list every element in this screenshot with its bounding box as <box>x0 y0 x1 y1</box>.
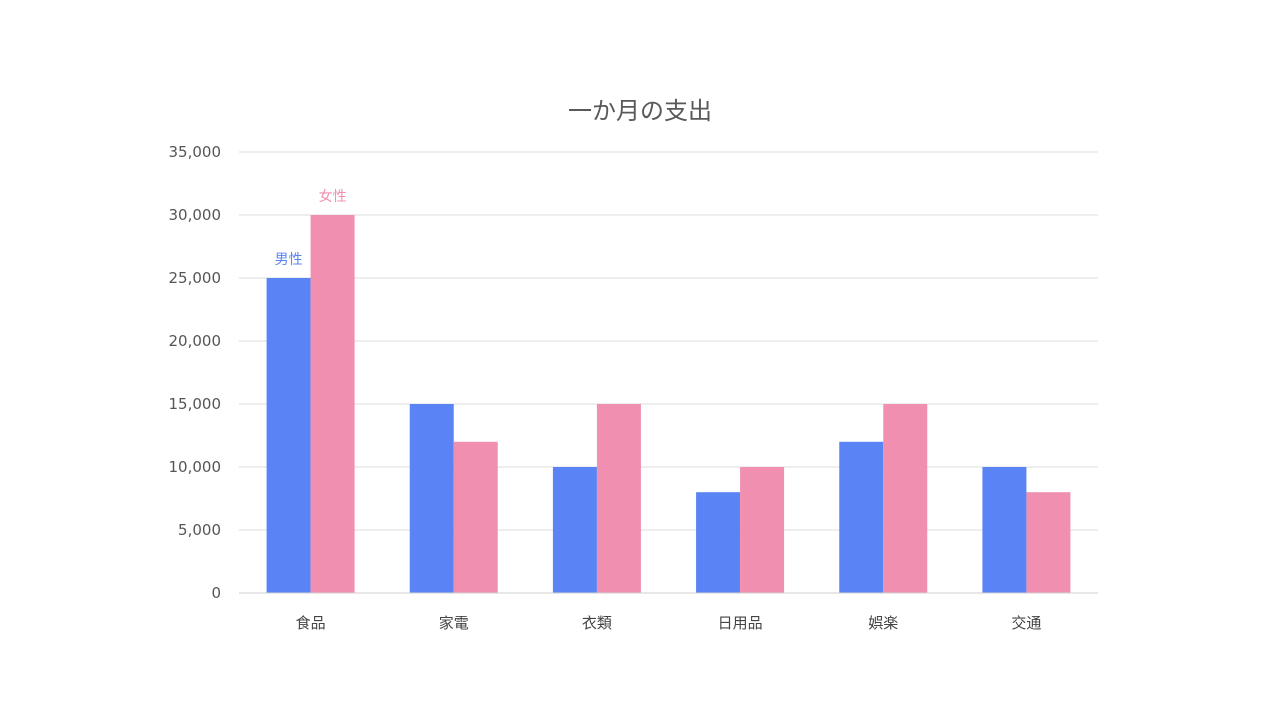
bar-male <box>982 467 1027 593</box>
bar-female <box>1026 492 1071 593</box>
bar-female <box>596 404 641 593</box>
y-tick-label: 35,000 <box>169 143 222 161</box>
x-tick-label: 食品 <box>296 614 326 632</box>
bar-female <box>883 404 928 593</box>
y-tick-label: 5,000 <box>178 521 221 539</box>
y-tick-label: 20,000 <box>169 332 222 350</box>
x-tick-label: 日用品 <box>718 614 763 632</box>
bar-female <box>453 441 498 593</box>
bar-male <box>552 467 597 593</box>
x-tick-label: 家電 <box>439 614 469 632</box>
x-tick-label: 交通 <box>1011 614 1041 632</box>
bar-female <box>310 215 355 593</box>
x-tick-label: 衣類 <box>582 614 612 632</box>
series-label: 女性 <box>319 188 347 205</box>
grid-lines <box>239 151 1098 531</box>
bar-male <box>696 492 741 593</box>
y-tick-label: 30,000 <box>169 206 222 224</box>
bar-male <box>409 404 454 593</box>
bar-male <box>266 278 311 593</box>
labels: 0 5,000 10,000 15,000 20,000 25,000 30,000 35,0… <box>169 143 1042 632</box>
series-label: 男性 <box>275 252 303 268</box>
x-tick-label: 娯楽 <box>868 614 898 632</box>
bar-female <box>740 467 785 593</box>
y-tick-label: 0 <box>211 584 221 602</box>
y-tick-label: 15,000 <box>169 395 222 413</box>
chart-title: 一か月の支出 <box>568 97 712 125</box>
y-tick-label: 10,000 <box>169 458 222 476</box>
bars <box>266 215 1071 593</box>
bar-male <box>839 441 884 593</box>
y-tick-label: 25,000 <box>169 269 222 287</box>
